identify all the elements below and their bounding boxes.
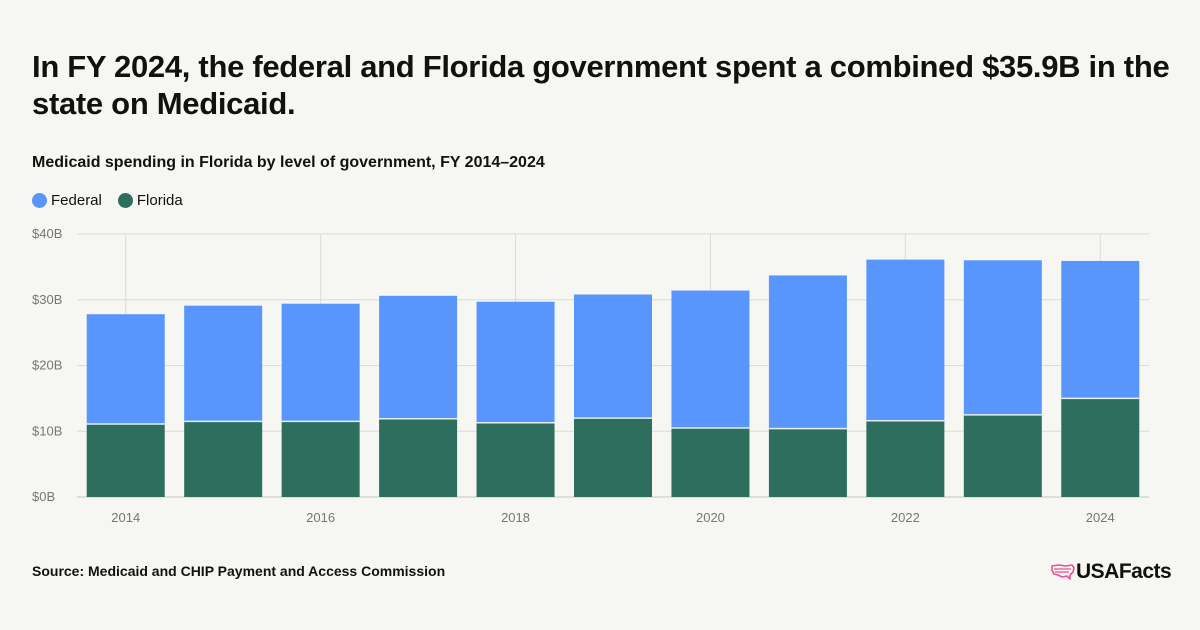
y-tick-label: $40B <box>32 226 62 241</box>
legend-label-florida: Florida <box>136 192 183 209</box>
legend: Federal Florida <box>32 192 199 209</box>
brand-name: USAFacts <box>1076 560 1172 583</box>
bar-florida-2015 <box>184 421 263 497</box>
bar-florida-2020 <box>671 427 750 497</box>
bar-federal-2014 <box>86 314 165 425</box>
bar-florida-2018 <box>476 422 555 497</box>
bar-federal-2019 <box>574 294 652 419</box>
bar-florida-2024 <box>1061 398 1140 497</box>
bar-federal-2017 <box>379 295 458 419</box>
axis-labels: $0B $10B $20B $30B $40B 2014 2016 2018 2020 2022 2… <box>32 226 1115 525</box>
headline: In FY 2024, the federal and Florida gove… <box>32 49 1170 121</box>
bar-federal-2020 <box>671 290 750 428</box>
legend-item-federal: Federal <box>32 192 102 209</box>
y-tick-label: $30B <box>32 292 62 307</box>
bar-florida-2021 <box>768 428 847 497</box>
bars <box>86 259 1140 497</box>
bar-federal-2015 <box>184 305 263 422</box>
legend-item-florida: Florida <box>117 192 183 209</box>
chart-title: Medicaid spending in Florida by level of… <box>32 154 545 171</box>
y-tick-label: $20B <box>32 358 62 373</box>
x-tick-label: 2022 <box>891 510 920 525</box>
legend-swatch-federal <box>32 193 47 208</box>
x-tick-label: 2014 <box>111 510 140 525</box>
bar-florida-2023 <box>963 414 1042 497</box>
bar-florida-2014 <box>86 424 165 497</box>
bar-federal-2024 <box>1061 260 1140 399</box>
bar-federal-2023 <box>963 260 1042 415</box>
legend-label-federal: Federal <box>51 192 102 209</box>
brand-logo: USAFacts <box>1050 560 1172 584</box>
x-tick-label: 2024 <box>1086 510 1115 525</box>
x-tick-label: 2016 <box>306 510 335 525</box>
bar-florida-2016 <box>281 421 360 497</box>
bar-federal-2022 <box>866 259 945 421</box>
legend-swatch-florida <box>117 193 133 208</box>
y-tick-label: $0B <box>32 489 55 504</box>
bar-federal-2021 <box>768 275 847 429</box>
bar-federal-2016 <box>281 303 360 422</box>
us-map-icon <box>1051 564 1075 580</box>
bar-florida-2017 <box>379 418 458 497</box>
bar-florida-2022 <box>866 420 945 497</box>
x-tick-label: 2018 <box>501 510 530 525</box>
y-tick-label: $10B <box>32 423 62 438</box>
bar-florida-2019 <box>574 418 652 497</box>
x-tick-label: 2020 <box>696 510 725 525</box>
bar-federal-2018 <box>476 301 555 423</box>
source-note: Source: Medicaid and CHIP Payment and Ac… <box>32 563 446 579</box>
